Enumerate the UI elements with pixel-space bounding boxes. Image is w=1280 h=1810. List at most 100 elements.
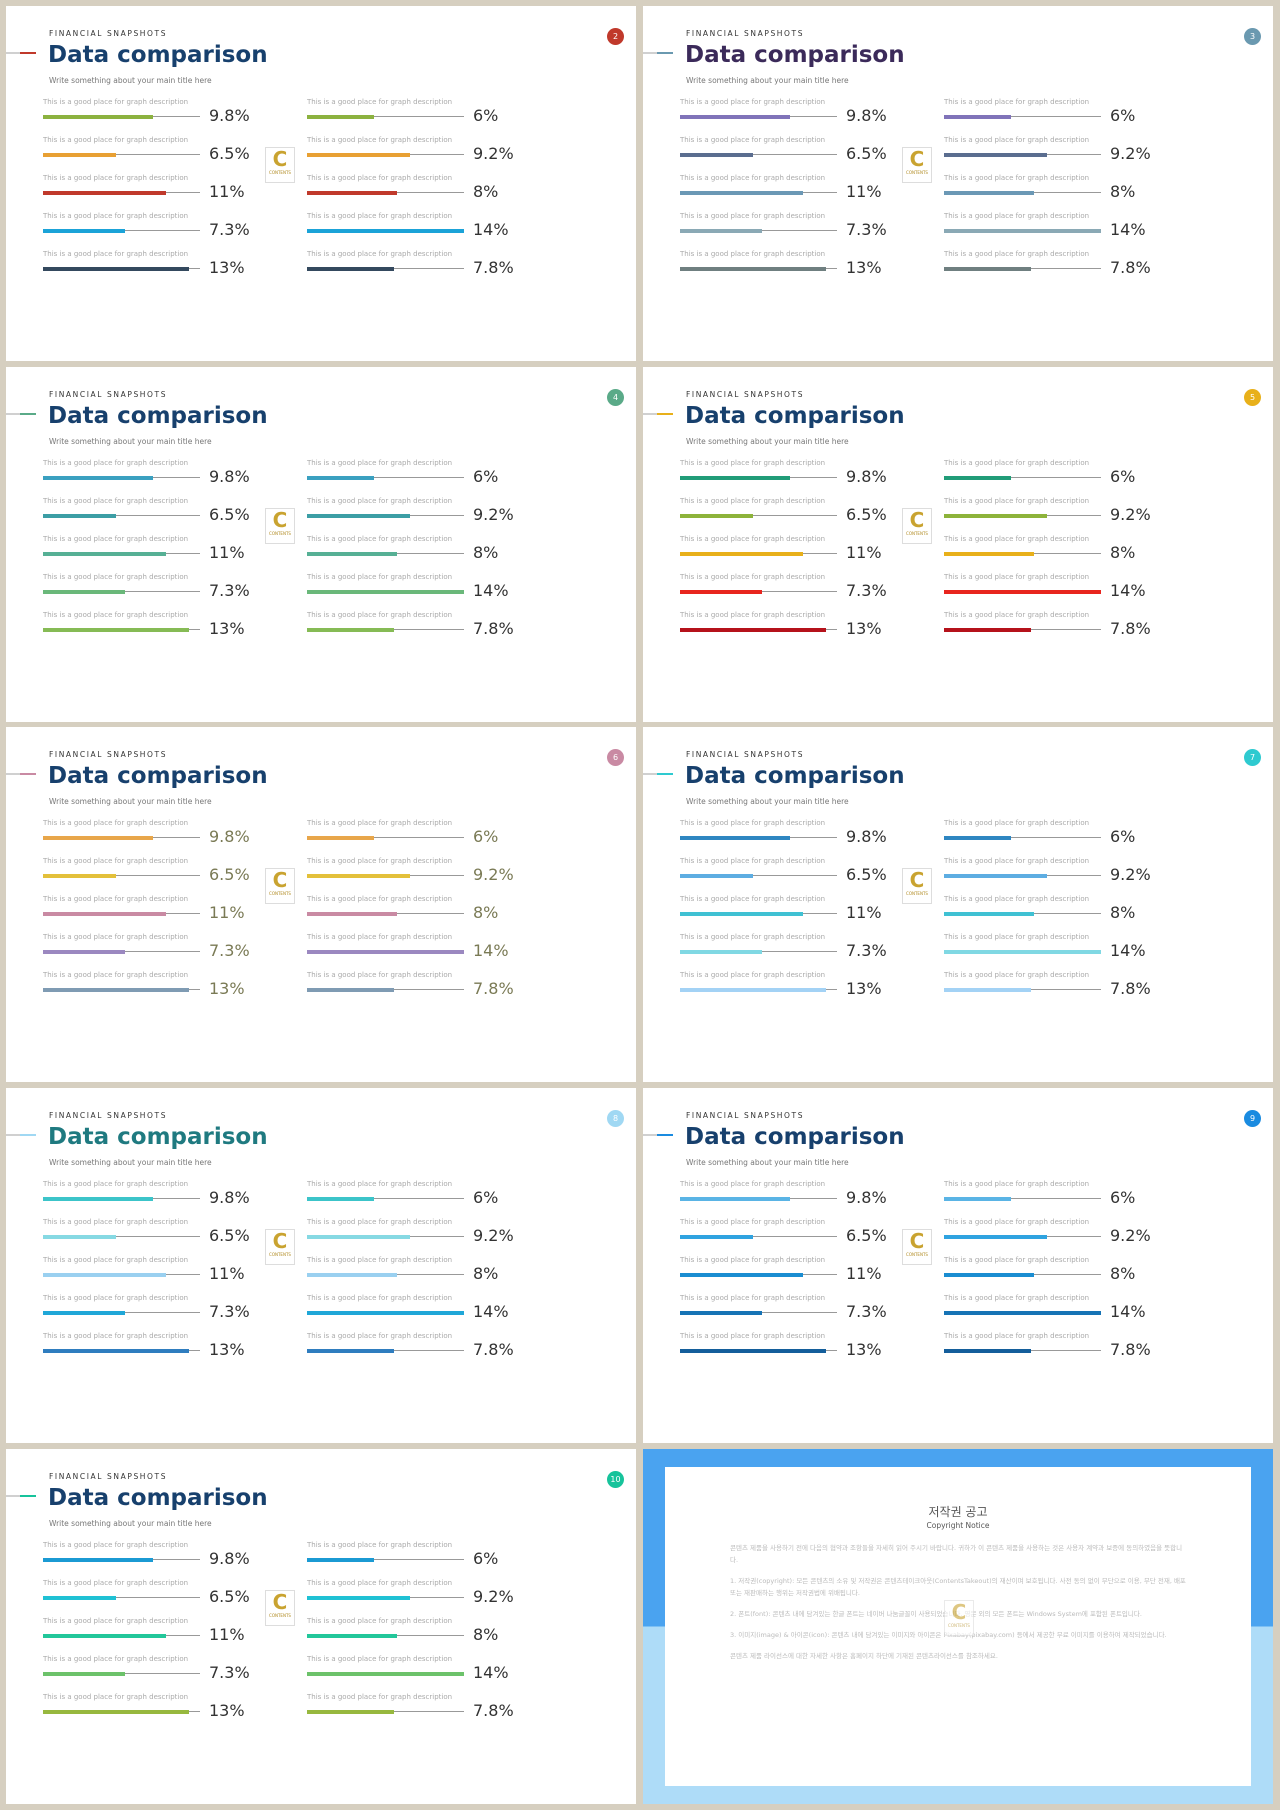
bar-label: This is a good place for graph descripti…	[944, 98, 1090, 106]
bar	[307, 911, 397, 916]
value-label: 7.3%	[209, 941, 250, 960]
title: Data comparison	[685, 763, 905, 789]
value-label: 14%	[1110, 581, 1146, 600]
kicker: FINANCIAL SNAPSHOTS	[686, 390, 805, 399]
value-label: 8%	[1110, 182, 1136, 201]
bar	[680, 1348, 826, 1353]
bar	[944, 627, 1032, 632]
value-label: 9.8%	[846, 827, 887, 846]
bar	[944, 1310, 1101, 1315]
accent-line	[643, 773, 661, 775]
bar-label: This is a good place for graph descripti…	[680, 250, 826, 258]
value-label: 7.3%	[846, 581, 887, 600]
bar	[307, 1557, 375, 1562]
bar-label: This is a good place for graph descripti…	[43, 250, 189, 258]
value-label: 6.5%	[209, 1226, 250, 1245]
bar	[43, 911, 167, 916]
logo: C CONTENTS	[902, 508, 932, 544]
subtitle: Write something about your main title he…	[49, 1519, 212, 1528]
logo-text: CONTENTS	[269, 531, 291, 536]
title: Data comparison	[48, 1485, 268, 1511]
value-label: 11%	[209, 543, 245, 562]
bar	[944, 266, 1032, 271]
kicker: FINANCIAL SNAPSHOTS	[49, 29, 168, 38]
value-label: 14%	[473, 581, 509, 600]
bar-label: This is a good place for graph descripti…	[680, 459, 826, 467]
value-label: 8%	[473, 903, 499, 922]
accent-line	[657, 1134, 673, 1136]
bar-label: This is a good place for graph descripti…	[43, 459, 189, 467]
value-label: 8%	[473, 1625, 499, 1644]
bar-label: This is a good place for graph descripti…	[43, 1256, 189, 1264]
accent-line	[6, 52, 24, 54]
value-label: 14%	[473, 1302, 509, 1321]
logo-text: CONTENTS	[906, 170, 928, 175]
bar	[944, 1196, 1012, 1201]
bar	[944, 152, 1048, 157]
bar	[43, 228, 125, 233]
kicker: FINANCIAL SNAPSHOTS	[686, 1111, 805, 1120]
value-label: 6.5%	[846, 144, 887, 163]
bar-label: This is a good place for graph descripti…	[43, 1180, 189, 1188]
bar-label: This is a good place for graph descripti…	[307, 174, 453, 182]
bar	[43, 987, 189, 992]
bar-label: This is a good place for graph descripti…	[307, 1693, 453, 1701]
kicker: FINANCIAL SNAPSHOTS	[686, 29, 805, 38]
value-label: 6.5%	[209, 144, 250, 163]
bar-label: This is a good place for graph descripti…	[307, 1332, 453, 1340]
bar	[680, 949, 762, 954]
bar-label: This is a good place for graph descripti…	[680, 573, 826, 581]
slide: FINANCIAL SNAPSHOTS Data comparison Write …	[6, 727, 636, 1082]
bar	[43, 114, 153, 119]
value-label: 13%	[846, 1340, 882, 1359]
bar	[944, 949, 1101, 954]
bar-label: This is a good place for graph descripti…	[680, 1218, 826, 1226]
logo-letter: C	[272, 508, 288, 532]
value-label: 13%	[846, 258, 882, 277]
logo-letter: C	[272, 147, 288, 171]
title: Data comparison	[685, 1124, 905, 1150]
bar	[680, 114, 790, 119]
bar-label: This is a good place for graph descripti…	[307, 971, 453, 979]
value-label: 7.8%	[1110, 258, 1151, 277]
bar	[680, 911, 804, 916]
logo-letter: C	[272, 1229, 288, 1253]
bar	[43, 1595, 116, 1600]
bar-label: This is a good place for graph descripti…	[680, 212, 826, 220]
value-label: 11%	[846, 543, 882, 562]
bar-track	[43, 875, 200, 876]
title: Data comparison	[685, 403, 905, 429]
value-label: 8%	[473, 182, 499, 201]
bar-track	[680, 1236, 837, 1237]
bar	[944, 551, 1034, 556]
value-label: 11%	[846, 182, 882, 201]
bar	[944, 1234, 1048, 1239]
subtitle: Write something about your main title he…	[686, 1158, 849, 1167]
value-label: 6.5%	[846, 505, 887, 524]
slide: FINANCIAL SNAPSHOTS Data comparison Write …	[6, 1449, 636, 1804]
bar-label: This is a good place for graph descripti…	[944, 895, 1090, 903]
bar-label: This is a good place for graph descripti…	[680, 1180, 826, 1188]
bar	[307, 987, 395, 992]
page-badge: 8	[607, 1110, 624, 1127]
bar	[307, 1234, 411, 1239]
value-label: 7.3%	[209, 220, 250, 239]
logo-text: CONTENTS	[269, 1252, 291, 1257]
bar-label: This is a good place for graph descripti…	[43, 136, 189, 144]
bar-label: This is a good place for graph descripti…	[307, 1218, 453, 1226]
bar-label: This is a good place for graph descripti…	[43, 895, 189, 903]
bar-track	[43, 515, 200, 516]
value-label: 7.8%	[1110, 979, 1151, 998]
bar	[680, 835, 790, 840]
bar-label: This is a good place for graph descripti…	[680, 1256, 826, 1264]
bar-label: This is a good place for graph descripti…	[680, 971, 826, 979]
bar	[43, 627, 189, 632]
bar	[43, 1348, 189, 1353]
value-label: 6%	[473, 106, 499, 125]
bar	[307, 1709, 395, 1714]
bar-label: This is a good place for graph descripti…	[680, 933, 826, 941]
bar-label: This is a good place for graph descripti…	[680, 895, 826, 903]
value-label: 6%	[473, 1188, 499, 1207]
bar-label: This is a good place for graph descripti…	[43, 98, 189, 106]
bar	[43, 266, 189, 271]
